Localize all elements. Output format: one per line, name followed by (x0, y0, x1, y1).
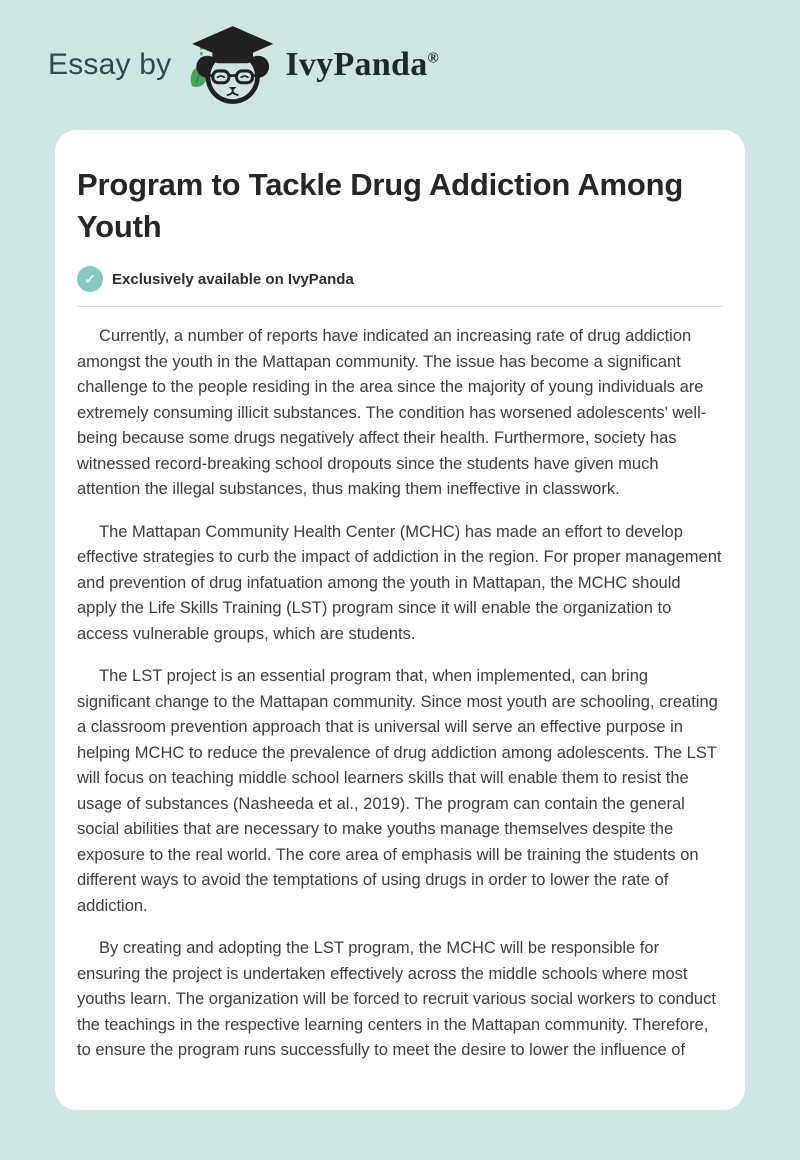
ivypanda-logo (187, 24, 275, 106)
essay-card: Program to Tackle Drug Addiction Among Y… (55, 130, 745, 1110)
essay-paragraph-4: By creating and adopting the LST program… (77, 939, 716, 1059)
essay-paragraph-3: The LST project is an essential program … (77, 667, 718, 915)
essay-paragraph-1: Currently, a number of reports have indi… (77, 327, 707, 498)
check-icon: ✓ (77, 266, 103, 292)
essay-title: Program to Tackle Drug Addiction Among Y… (77, 167, 684, 244)
availability-badge: ✓ Exclusively available on IvyPanda (77, 266, 723, 292)
site-header: Essay by (0, 0, 800, 130)
essay-paragraph-2: The Mattapan Community Health Center (MC… (77, 522, 722, 643)
brand-name: IvyPanda (285, 46, 428, 83)
divider (77, 306, 723, 307)
registered-mark: ® (427, 50, 440, 67)
brand-wordmark: IvyPanda® (285, 46, 439, 84)
panda-graduation-cap-icon (191, 26, 274, 104)
essay-by-label: Essay by (48, 48, 172, 81)
essay-body: Currently, a number of reports have indi… (77, 324, 723, 1064)
availability-label: Exclusively available on IvyPanda (112, 270, 354, 288)
